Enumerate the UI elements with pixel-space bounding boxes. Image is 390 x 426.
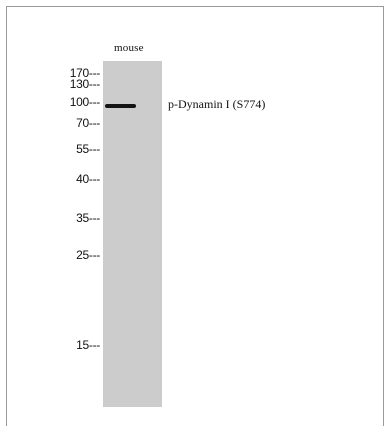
marker-15: 15--- — [76, 338, 100, 352]
marker-40: 40--- — [76, 172, 100, 186]
marker-55: 55--- — [76, 142, 100, 156]
band-label: p-Dynamin I (S774) — [168, 97, 266, 111]
lane-label: mouse — [114, 42, 144, 54]
gel-lane — [103, 61, 162, 407]
marker-35: 35--- — [76, 211, 100, 225]
blot-frame — [6, 6, 384, 426]
marker-100: 100--- — [69, 95, 101, 109]
marker-70: 70--- — [76, 116, 100, 130]
marker-25: 25--- — [76, 248, 100, 262]
marker-130: 130--- — [69, 77, 101, 91]
marker-170: 170--- — [69, 66, 101, 80]
protein-band — [105, 104, 136, 108]
